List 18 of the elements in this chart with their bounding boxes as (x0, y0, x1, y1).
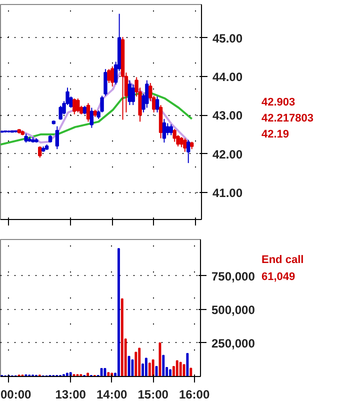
x-tick-label: 13:00 (55, 388, 86, 402)
y-tick-label: 250,000 (212, 336, 256, 350)
y-tick-label: 45.00 (212, 31, 243, 46)
x-tick-label: 16:00 (178, 388, 210, 402)
text: 42.903 (262, 96, 296, 108)
y-tick-label: 43.00 (212, 108, 243, 123)
text: 42.217803 (262, 112, 314, 124)
y-tick-label: 44.00 (212, 70, 243, 84)
y-tick-label: 41.00 (212, 186, 243, 200)
text: 42.19 (262, 128, 290, 140)
y-tick-label: 42.00 (212, 147, 243, 162)
text: End call (262, 254, 304, 266)
text: 61,049 (262, 271, 296, 284)
y-tick-label: 750,000 (212, 269, 256, 284)
x-tick-label: 15:00 (138, 388, 169, 402)
x-tick-label: 00:00 (0, 388, 32, 402)
y-tick-label: 500,000 (212, 302, 256, 317)
x-tick-label: 14:00 (96, 388, 128, 402)
